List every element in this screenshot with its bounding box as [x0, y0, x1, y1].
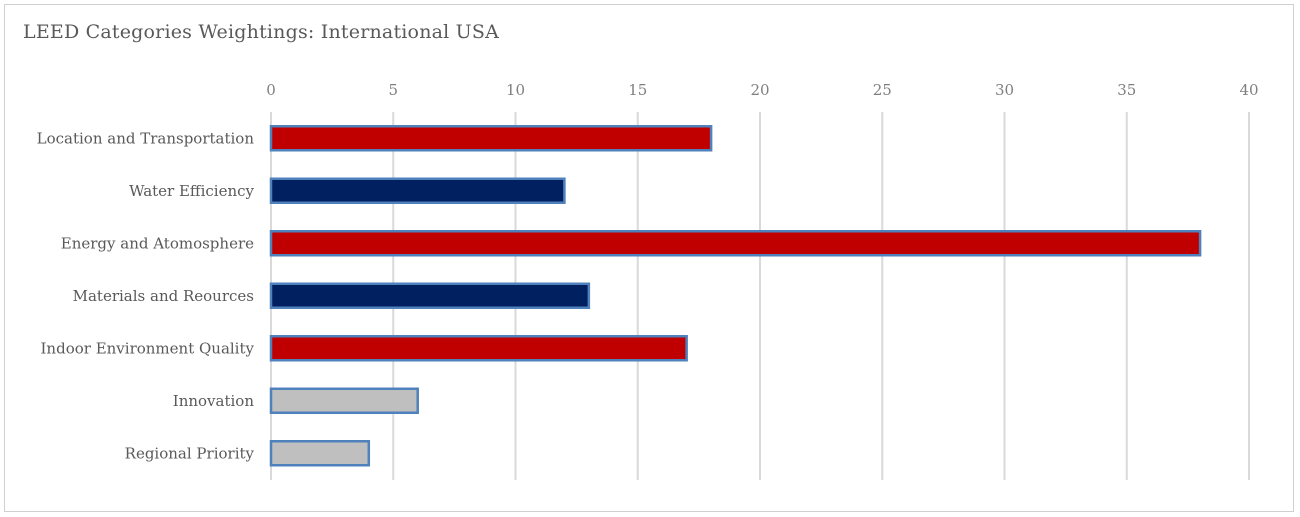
- bars: [269, 125, 1202, 467]
- x-axis-ticks: 0 5 10 15 20 25 30 35 40: [266, 81, 1258, 99]
- category-label: Innovation: [173, 392, 255, 410]
- x-tick-label: 40: [1239, 81, 1258, 99]
- x-tick-label: 5: [388, 81, 398, 99]
- bar-4: [269, 335, 688, 362]
- x-tick-label: 35: [1117, 81, 1136, 99]
- category-label: Indoor Environment Quality: [41, 339, 255, 357]
- bar-2: [269, 230, 1202, 257]
- category-label: Materials and Reources: [73, 287, 254, 305]
- category-label: Energy and Atomosphere: [61, 234, 254, 252]
- bar-1: [269, 177, 566, 204]
- x-tick-label: 25: [873, 81, 892, 99]
- category-label: Location and Transportation: [37, 129, 255, 147]
- bar-6: [269, 440, 371, 467]
- category-label: Water Efficiency: [129, 182, 254, 200]
- bar-0: [269, 125, 713, 152]
- x-tick-label: 20: [750, 81, 769, 99]
- category-label: Regional Priority: [125, 444, 255, 462]
- x-tick-label: 15: [628, 81, 647, 99]
- chart-frame: LEED Categories Weightings: Internationa…: [4, 4, 1294, 512]
- x-tick-label: 10: [506, 81, 525, 99]
- x-tick-label: 0: [266, 81, 276, 99]
- bar-3: [269, 282, 591, 309]
- bar-5: [269, 387, 419, 414]
- category-labels: Location and Transportation Water Efficie…: [37, 129, 255, 462]
- chart-title: LEED Categories Weightings: Internationa…: [23, 21, 500, 43]
- x-tick-label: 30: [995, 81, 1014, 99]
